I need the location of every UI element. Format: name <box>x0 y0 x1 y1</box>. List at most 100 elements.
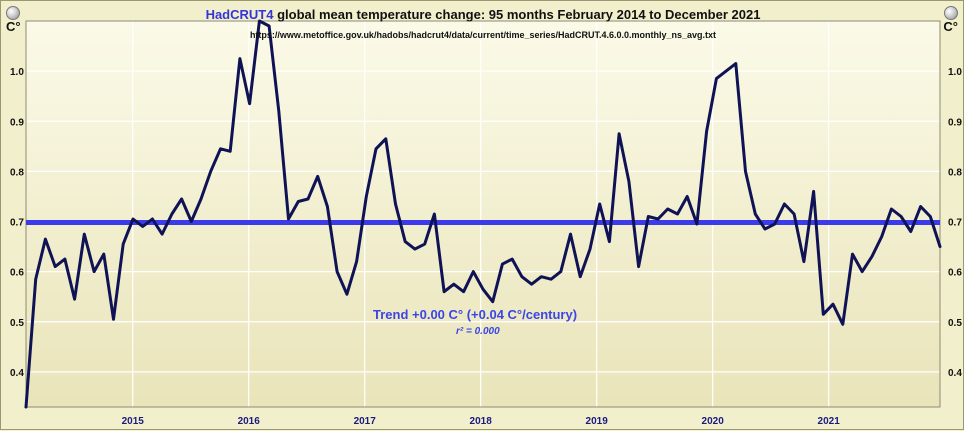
series-point <box>773 223 776 225</box>
series-point <box>647 215 650 218</box>
series-point <box>44 238 47 240</box>
series-point <box>793 213 795 215</box>
y-tick-label-right: 0.5 <box>948 318 962 329</box>
series-point <box>239 57 241 60</box>
x-tick-label: 2016 <box>238 416 261 427</box>
series-point <box>355 260 358 263</box>
series-point <box>132 218 134 220</box>
corner-orb-right <box>944 6 958 20</box>
series-point <box>316 175 319 178</box>
series-point <box>589 248 591 250</box>
series-point <box>521 275 523 278</box>
series-point <box>141 225 144 228</box>
series-point <box>209 170 212 173</box>
series-point <box>268 25 270 27</box>
y-tick-label-left: 0.9 <box>10 117 24 128</box>
series-point <box>851 253 854 255</box>
series-point <box>569 233 572 235</box>
series-point <box>433 213 436 215</box>
series-point <box>404 240 407 243</box>
y-tick-label-left: 0.7 <box>10 218 24 229</box>
series-point <box>25 406 27 408</box>
series-point <box>278 110 280 112</box>
series-point <box>394 203 397 205</box>
series-point <box>900 215 902 218</box>
series-point <box>385 138 387 140</box>
series-point <box>73 298 76 301</box>
y-tick-label-left: 1.0 <box>10 67 24 78</box>
y-tick-label-left: 0.4 <box>10 368 24 379</box>
series-point <box>939 245 941 248</box>
series-point <box>890 208 893 210</box>
chart-title: HadCRUT4 global mean temperature change:… <box>1 7 964 22</box>
x-tick-label: 2021 <box>818 416 841 427</box>
series-point <box>482 288 484 291</box>
series-point <box>657 218 659 220</box>
x-tick-label: 2015 <box>122 416 145 427</box>
series-point <box>822 313 825 316</box>
series-point <box>725 70 727 72</box>
series-point <box>443 290 445 293</box>
series-point <box>180 198 183 200</box>
series-point <box>842 323 844 326</box>
y-tick-label-right: 0.9 <box>948 117 962 128</box>
series-point <box>686 195 688 198</box>
series-point <box>832 303 834 306</box>
y-tick-label-right: 1.0 <box>948 67 962 78</box>
series-point <box>171 213 173 215</box>
series-point <box>423 243 426 245</box>
series-point <box>880 235 883 238</box>
series-point <box>54 265 56 268</box>
series-point <box>744 170 747 173</box>
series-point <box>501 263 504 265</box>
y-unit-left: C° <box>6 19 21 34</box>
series-point <box>287 218 290 220</box>
series-point <box>64 258 66 260</box>
series-point <box>579 275 581 278</box>
series-point <box>326 205 329 208</box>
series-point <box>491 300 494 303</box>
series-point <box>754 213 757 215</box>
series-point <box>511 258 513 260</box>
series-point <box>122 243 124 245</box>
r-squared-label: r² = 0.000 <box>456 326 500 337</box>
x-tick-label: 2018 <box>470 416 493 427</box>
y-unit-right: C° <box>943 19 958 34</box>
series-point <box>715 77 718 80</box>
source-url: https://www.metoffice.gov.uk/hadobs/hadc… <box>249 30 717 40</box>
y-tick-label-right: 0.8 <box>948 167 962 178</box>
series-point <box>764 228 766 230</box>
plot-background <box>26 21 940 407</box>
series-point <box>258 20 261 22</box>
series-point <box>540 275 543 278</box>
series-point <box>666 208 669 210</box>
series-point <box>307 198 309 200</box>
series-point <box>871 255 873 258</box>
series-point <box>414 248 416 250</box>
series-point <box>910 230 912 233</box>
series-point <box>812 190 815 193</box>
y-tick-label-right: 0.4 <box>948 368 962 379</box>
x-tick-label: 2020 <box>702 416 725 427</box>
series-point <box>929 215 932 218</box>
series-point <box>375 148 377 150</box>
series-point <box>803 260 805 263</box>
series-point <box>919 205 922 208</box>
corner-orb-left <box>6 6 20 20</box>
series-point <box>103 253 105 255</box>
title-text: global mean temperature change: 95 month… <box>277 7 761 22</box>
y-tick-label-right: 0.6 <box>948 268 962 279</box>
series-point <box>453 283 455 286</box>
series-point <box>112 318 115 321</box>
series-point <box>628 180 630 183</box>
y-tick-label-left: 0.5 <box>10 318 24 329</box>
y-tick-label-right: 0.7 <box>948 218 962 229</box>
series-point <box>365 195 368 198</box>
title-brand: HadCRUT4 <box>205 7 274 22</box>
series-point <box>346 293 348 296</box>
series-point <box>472 270 475 273</box>
x-tick-label: 2019 <box>586 416 609 427</box>
series-point <box>783 203 786 205</box>
